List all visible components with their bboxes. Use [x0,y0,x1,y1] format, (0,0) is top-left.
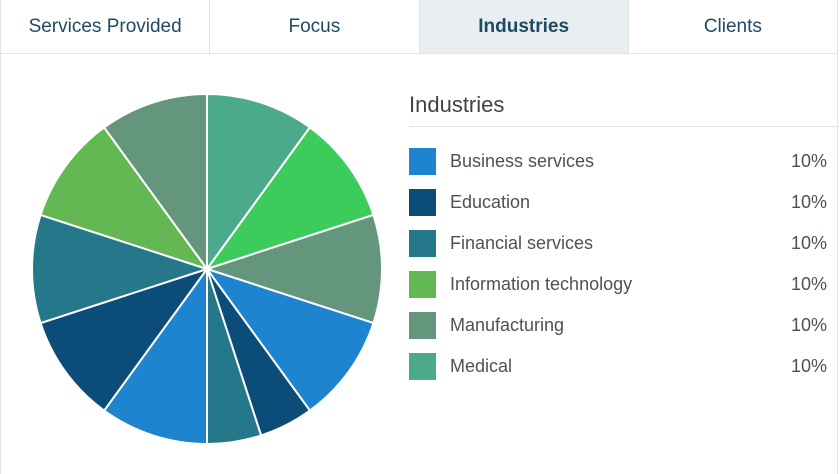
legend-item: Education 10% [409,182,839,223]
legend-percent: 10% [790,356,827,376]
legend-percent: 10% [790,233,827,253]
legend-swatch [409,148,436,175]
pie-slice [31,213,211,325]
legend-swatch [409,189,436,216]
tab-focus[interactable]: Focus [210,0,420,53]
legend-swatch [409,230,436,257]
legend-item: Manufacturing 10% [409,305,839,346]
legend-swatch [409,271,436,298]
pie-chart [26,88,388,450]
pie-slice [102,92,208,273]
legend-item: Business services 10% [409,141,839,182]
pie-slice [102,265,208,446]
pie-slice [39,126,210,271]
pie-slice [204,126,375,271]
pie-chart-svg [31,92,383,446]
legend-item: Medical 10% [409,346,839,387]
pie-slice [203,213,383,325]
legend-label: Financial services [450,233,594,253]
pie-slice [39,267,210,412]
legend-title: Industries [409,92,839,127]
legend-percent: 10% [790,151,827,171]
legend-swatch [409,353,436,380]
tab-services-provided[interactable]: Services Provided [1,0,211,53]
legend: Industries Business services 10% Educati… [409,92,839,387]
pie-slice [206,92,312,273]
legend-percent: 10% [790,315,827,335]
tab-industries[interactable]: Industries [419,0,629,53]
legend-percent: 10% [790,192,827,212]
tab-bar: Services Provided Focus Industries Clien… [1,0,837,54]
legend-list: Business services 10% Education 10% Fina… [409,141,839,387]
legend-item: Financial services 10% [409,223,839,264]
legend-percent: 10% [790,274,827,294]
tab-clients[interactable]: Clients [703,15,762,37]
legend-label: Business services [450,151,595,171]
legend-label: Education [450,192,531,212]
legend-item: Information technology 10% [409,264,839,305]
pie-slice [204,267,375,412]
legend-label: Medical [450,356,513,376]
legend-label: Manufacturing [450,315,565,335]
legend-label: Information technology [450,274,633,294]
legend-swatch [409,312,436,339]
